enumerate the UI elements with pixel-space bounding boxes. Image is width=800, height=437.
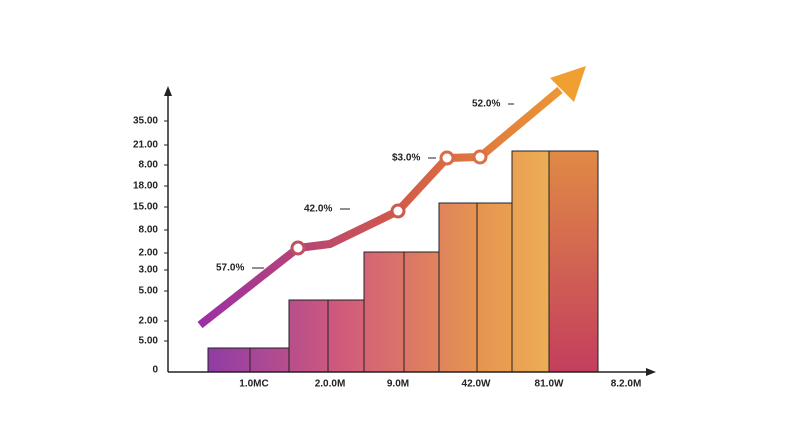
annotation: 52.0% bbox=[472, 99, 500, 110]
y-label: 15.00 bbox=[133, 202, 158, 213]
y-label: 21.00 bbox=[133, 140, 158, 151]
annotation: 42.0% bbox=[304, 204, 332, 215]
bar-block bbox=[288, 299, 329, 373]
bar-block bbox=[511, 150, 550, 373]
y-label: 2.00 bbox=[139, 316, 159, 327]
marker bbox=[390, 203, 406, 219]
y-arrow bbox=[164, 86, 172, 96]
trend bbox=[197, 66, 586, 329]
x-label: 81.0W bbox=[535, 379, 564, 390]
marker bbox=[472, 149, 488, 165]
annotation: 57.0% bbox=[216, 263, 244, 274]
y-label: 8.00 bbox=[139, 225, 159, 236]
y-label: 5.00 bbox=[139, 286, 159, 297]
y-label: 3.00 bbox=[139, 265, 159, 276]
annotation: $3.0% bbox=[392, 153, 420, 164]
labels: 35.00 21.00 8.00 18.00 15.00 8.00 2.00 3.00 5.00… bbox=[133, 99, 641, 390]
x-label: 2.0.0M bbox=[315, 379, 346, 390]
marker bbox=[290, 240, 306, 256]
y-label: 18.00 bbox=[133, 181, 158, 192]
x-label: 42.0W bbox=[462, 379, 491, 390]
axes bbox=[164, 86, 656, 376]
x-label: 8.2.0M bbox=[611, 379, 642, 390]
marker bbox=[439, 150, 455, 166]
y-label: 0 bbox=[152, 365, 158, 376]
x-label: 1.0MC bbox=[239, 379, 268, 390]
y-label: 2.00 bbox=[139, 248, 159, 259]
y-label: 8.00 bbox=[139, 160, 159, 171]
trend-arrow bbox=[550, 66, 586, 102]
y-label: 5.00 bbox=[139, 336, 159, 347]
y-label: 35.00 bbox=[133, 116, 158, 127]
bars bbox=[207, 150, 599, 373]
bar-block bbox=[438, 202, 478, 373]
x-label: 9.0M bbox=[387, 379, 409, 390]
bar-block bbox=[207, 347, 251, 373]
bar-block bbox=[548, 150, 599, 373]
bar-block bbox=[363, 251, 405, 373]
x-arrow bbox=[646, 368, 656, 376]
